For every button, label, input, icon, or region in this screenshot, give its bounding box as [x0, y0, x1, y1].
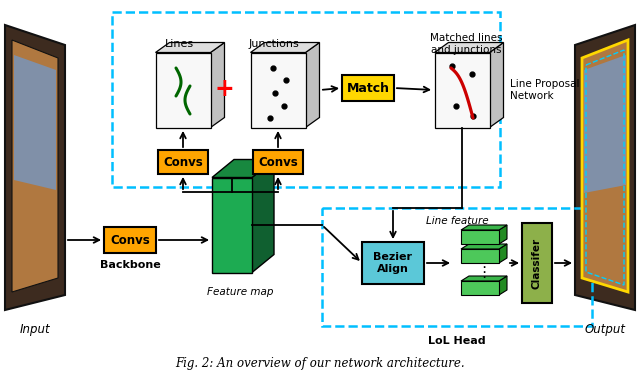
Polygon shape — [435, 43, 504, 52]
Text: Line feature: Line feature — [426, 216, 488, 226]
FancyBboxPatch shape — [342, 75, 394, 101]
Text: Backbone: Backbone — [100, 260, 161, 270]
Text: LoL Head: LoL Head — [428, 336, 486, 346]
Polygon shape — [211, 43, 225, 127]
Text: Convs: Convs — [163, 155, 203, 169]
Text: Convs: Convs — [110, 233, 150, 247]
Text: Convs: Convs — [258, 155, 298, 169]
Text: Junctions: Junctions — [248, 39, 300, 49]
FancyBboxPatch shape — [104, 227, 156, 253]
Polygon shape — [461, 230, 499, 244]
Text: Feature map: Feature map — [207, 287, 273, 297]
Polygon shape — [212, 159, 274, 178]
Polygon shape — [461, 249, 499, 263]
Polygon shape — [575, 25, 635, 310]
Text: Output: Output — [584, 323, 625, 336]
Text: Matched lines
and junctions: Matched lines and junctions — [429, 33, 502, 55]
Polygon shape — [305, 43, 319, 127]
Polygon shape — [499, 276, 507, 295]
Text: Input: Input — [20, 323, 51, 336]
FancyBboxPatch shape — [362, 242, 424, 284]
Polygon shape — [252, 159, 274, 273]
Text: Fig. 2: An overview of our network architecture.: Fig. 2: An overview of our network archi… — [175, 357, 465, 370]
Polygon shape — [5, 25, 65, 310]
Polygon shape — [250, 52, 305, 127]
Polygon shape — [584, 55, 626, 193]
Polygon shape — [461, 225, 507, 230]
Text: Lines: Lines — [164, 39, 193, 49]
Polygon shape — [499, 244, 507, 263]
Polygon shape — [461, 281, 499, 295]
Text: Classifer: Classifer — [532, 238, 542, 288]
Polygon shape — [490, 43, 504, 127]
Polygon shape — [499, 225, 507, 244]
FancyBboxPatch shape — [158, 150, 208, 174]
FancyBboxPatch shape — [522, 223, 552, 303]
Text: Line Proposal
Network: Line Proposal Network — [510, 79, 579, 101]
Polygon shape — [212, 178, 252, 273]
Polygon shape — [12, 40, 58, 292]
Text: Bezier
Align: Bezier Align — [374, 252, 413, 274]
Polygon shape — [156, 52, 211, 127]
Text: $\bf{+}$: $\bf{+}$ — [214, 77, 234, 101]
Polygon shape — [435, 52, 490, 127]
Polygon shape — [461, 276, 507, 281]
FancyBboxPatch shape — [253, 150, 303, 174]
Text: Match: Match — [346, 81, 390, 95]
Text: ⋮: ⋮ — [476, 265, 492, 279]
Polygon shape — [250, 43, 319, 52]
Polygon shape — [14, 55, 56, 190]
Polygon shape — [156, 43, 225, 52]
Polygon shape — [582, 40, 628, 292]
Polygon shape — [461, 244, 507, 249]
